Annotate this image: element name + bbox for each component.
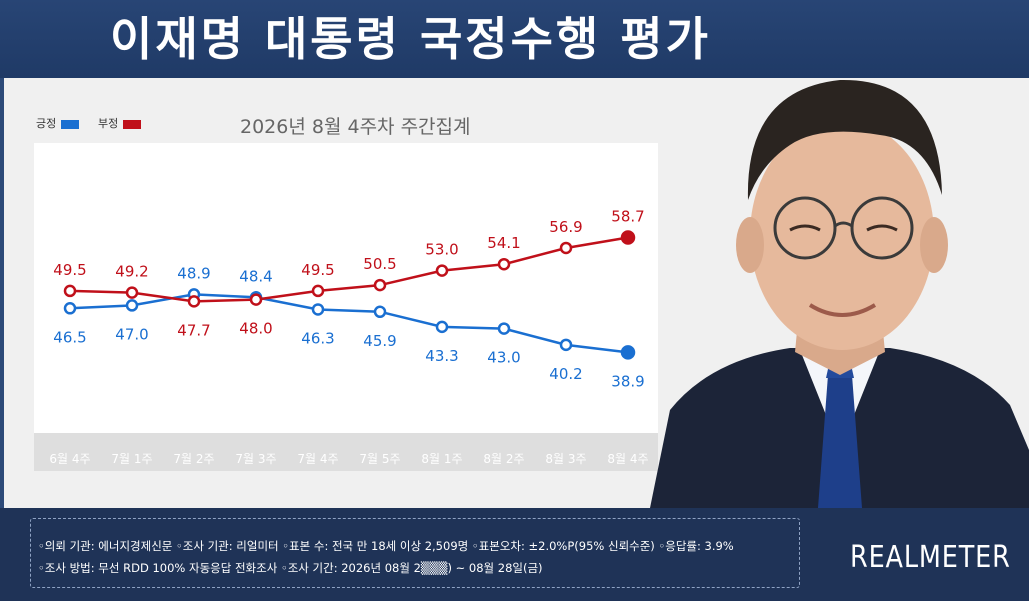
x-tick-label: 8월 3주 (545, 452, 586, 466)
data-point (497, 257, 511, 271)
data-label: 38.9 (611, 372, 644, 390)
survey-notes-box (30, 518, 800, 588)
x-tick-label: 7월 1주 (111, 452, 152, 466)
legend-swatch-positive (61, 119, 80, 129)
data-label: 48.0 (239, 320, 272, 338)
x-tick-label: 7월 4주 (297, 452, 338, 466)
x-axis-band (34, 433, 658, 471)
data-label: 45.9 (363, 332, 396, 350)
president-portrait (650, 79, 1029, 508)
data-point (125, 299, 139, 312)
legend-item-negative: 부정 (98, 116, 142, 132)
data-point (435, 320, 449, 334)
data-label: 48.9 (177, 264, 210, 282)
data-point (187, 295, 201, 308)
data-label: 46.3 (301, 329, 334, 347)
data-label: 46.5 (53, 328, 86, 346)
glasses-right-lens (850, 196, 914, 260)
data-label: 43.3 (425, 347, 458, 365)
data-point (249, 293, 263, 306)
tie-shape (818, 375, 862, 508)
data-point (620, 230, 636, 245)
data-point (125, 286, 139, 299)
data-point (435, 264, 449, 277)
data-label: 47.7 (177, 321, 210, 339)
x-tick-label: 8월 2주 (483, 452, 524, 466)
data-point (559, 338, 573, 352)
data-point (373, 278, 387, 292)
data-label: 49.2 (115, 263, 148, 281)
glasses-left-lens (773, 196, 837, 260)
data-label: 53.0 (425, 241, 458, 259)
left-ear-shape (736, 217, 764, 273)
data-point (373, 305, 387, 319)
x-tick-label: 7월 2주 (173, 452, 214, 466)
data-point (559, 241, 573, 255)
data-label: 48.4 (239, 267, 272, 285)
survey-note-line-2: ◦조사 방법: 무선 RDD 100% 자동응답 전화조사 ◦조사 기간: 20… (38, 561, 543, 575)
right-eye (866, 224, 898, 232)
data-label: 58.7 (611, 208, 644, 226)
face-shape (750, 120, 934, 350)
series-line-positive (69, 293, 629, 354)
data-label: 50.5 (363, 255, 396, 273)
data-label: 43.0 (487, 349, 520, 367)
legend-swatch-negative (123, 119, 142, 129)
data-point (63, 302, 77, 315)
data-point (497, 322, 511, 335)
data-label: 49.5 (53, 261, 86, 279)
data-label: 40.2 (549, 365, 582, 383)
x-tick-label: 8월 1주 (421, 452, 462, 466)
x-tick-label: 8월 4주 (607, 452, 648, 466)
data-point (311, 284, 325, 298)
data-point (311, 303, 325, 316)
chart-title: 2026년 8월 4주차 주간집계 (240, 116, 471, 138)
header-banner: 이재명 대통령 국정수행 평가 (0, 0, 1029, 78)
glasses-bridge (834, 221, 853, 228)
right-ear-shape (920, 217, 948, 273)
hair-shape (747, 79, 942, 200)
data-label: 54.1 (487, 234, 520, 252)
data-point (63, 284, 77, 298)
survey-note-line-1: ◦의뢰 기관: 에너지경제신문 ◦조사 기관: 리얼미터 ◦표본 수: 전국 만… (38, 539, 734, 553)
footer-band (0, 508, 1029, 601)
legend-item-positive: 긍정 (36, 116, 80, 132)
data-label: 49.5 (301, 261, 334, 279)
legend-label-positive: 긍정 (36, 117, 57, 130)
legend-label-negative: 부정 (98, 117, 119, 130)
data-point (620, 345, 636, 360)
x-tick-label: 7월 3주 (235, 452, 276, 466)
series-line-negative (69, 236, 629, 303)
brand-logo-text: REALMETER (850, 540, 1011, 575)
x-tick-label: 6월 4주 (49, 452, 90, 466)
x-tick-label: 7월 5주 (359, 452, 400, 466)
data-label: 56.9 (549, 218, 582, 236)
data-label: 47.0 (115, 325, 148, 343)
smile-mouth (808, 303, 877, 317)
left-eye (789, 224, 821, 232)
main-title: 이재명 대통령 국정수행 평가 (110, 12, 711, 66)
